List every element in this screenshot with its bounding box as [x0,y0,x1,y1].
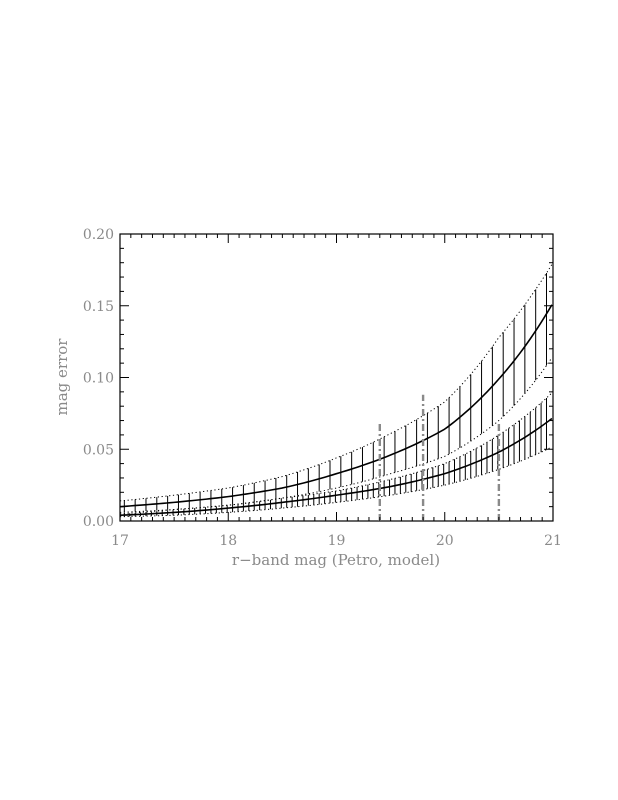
y-axis-title: mag error [53,338,71,416]
y-tick-label: 0.00 [83,514,114,530]
y-tick-label: 0.20 [83,227,114,243]
series-2-line [119,417,553,517]
y-tick-label: 0.15 [83,299,114,315]
series-2-upper-band [119,392,553,515]
y-tick-label: 0.05 [83,442,114,458]
x-tick-label: 17 [111,533,129,549]
y-tick-label: 0.10 [83,371,114,387]
curves [119,304,553,517]
x-tick-label: 19 [328,533,346,549]
x-tick-labels: 17 18 19 20 21 [111,533,562,549]
x-axis-title: r−band mag (Petro, model) [232,551,440,569]
series-1-upper-band [119,264,553,502]
x-tick-label: 18 [219,533,237,549]
series-1-lower-band [119,357,553,513]
vertical-markers [378,394,501,521]
plot-frame [119,233,554,522]
series-1-line [119,304,553,508]
x-tick-label: 20 [436,533,454,549]
confidence-bands [119,264,553,518]
x-tick-label: 21 [544,533,562,549]
y-tick-labels: 0.00 0.05 0.10 0.15 0.20 [83,227,114,530]
axis-ticks [119,233,554,522]
